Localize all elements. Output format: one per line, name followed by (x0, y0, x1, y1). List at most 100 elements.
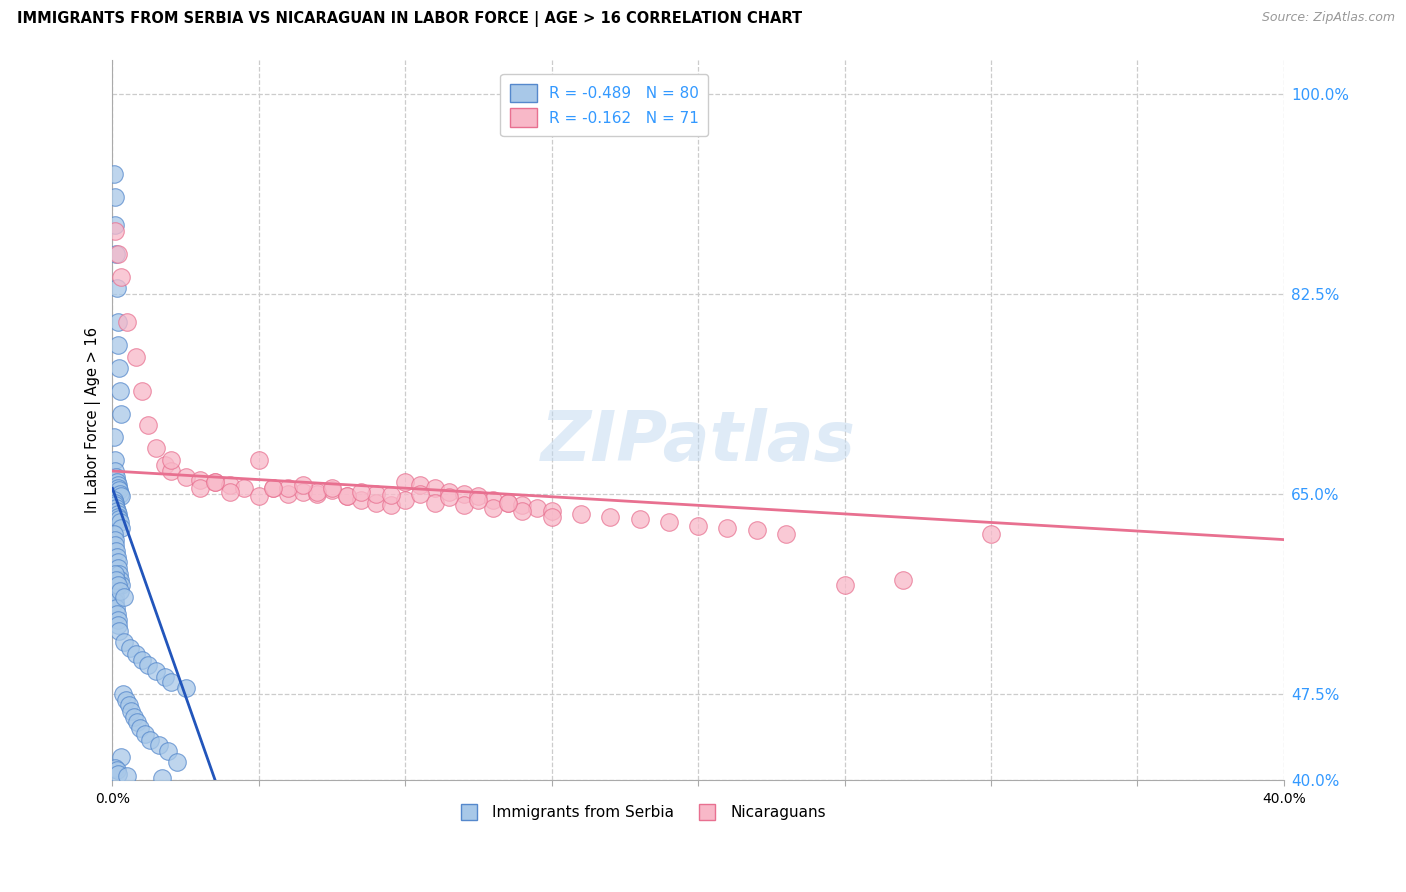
Point (307, 487, 329, 501)
Point (118, 641, 141, 656)
Point (716, 521, 738, 535)
Point (380, 488, 402, 502)
Point (104, 590, 127, 604)
Point (104, 601, 127, 615)
Point (247, 489, 270, 503)
Point (218, 477, 240, 491)
Point (307, 484, 329, 499)
Point (115, 316, 138, 330)
Point (104, 498, 127, 512)
Point (104, 469, 127, 483)
Point (350, 492, 373, 507)
Point (437, 484, 460, 499)
Point (115, 769, 138, 783)
Point (628, 512, 651, 526)
Point (110, 269, 132, 284)
Point (136, 418, 159, 433)
Point (107, 618, 129, 632)
Point (104, 573, 127, 587)
Point (174, 681, 197, 695)
Point (148, 739, 170, 753)
Point (104, 190, 127, 204)
Point (110, 578, 132, 592)
Point (188, 473, 211, 487)
Point (166, 756, 188, 770)
Point (110, 749, 132, 764)
Point (394, 492, 416, 507)
Point (124, 710, 146, 724)
Point (107, 477, 129, 491)
Point (108, 573, 131, 587)
Point (145, 441, 167, 455)
Point (107, 767, 129, 781)
Point (188, 481, 211, 495)
Point (103, 584, 125, 599)
Point (980, 527, 1002, 541)
Point (104, 500, 127, 515)
Point (104, 219, 127, 233)
Point (107, 561, 129, 575)
Point (540, 509, 562, 524)
Point (107, 338, 129, 352)
Text: ZIPatlas: ZIPatlas (541, 408, 856, 475)
Point (104, 224, 127, 238)
Point (105, 504, 128, 518)
Point (291, 484, 314, 499)
Point (482, 492, 505, 507)
Point (104, 533, 127, 547)
Point (775, 527, 797, 541)
Point (112, 590, 135, 604)
Point (107, 508, 129, 522)
Point (108, 483, 131, 498)
Point (153, 670, 176, 684)
Point (125, 647, 148, 661)
Point (108, 384, 131, 398)
Point (110, 489, 132, 503)
Point (247, 452, 270, 467)
Point (111, 687, 134, 701)
Point (103, 527, 125, 541)
Point (107, 613, 129, 627)
Point (204, 475, 226, 490)
Point (409, 477, 432, 491)
Point (409, 487, 432, 501)
Point (105, 764, 128, 778)
Point (145, 664, 167, 678)
Point (150, 772, 173, 786)
Point (834, 578, 856, 592)
Point (108, 584, 131, 599)
Point (110, 521, 132, 535)
Point (321, 481, 343, 495)
Point (105, 475, 128, 490)
Point (103, 167, 125, 181)
Point (467, 492, 489, 507)
Point (350, 484, 373, 499)
Point (103, 492, 125, 507)
Point (218, 484, 240, 499)
Point (599, 509, 621, 524)
Point (104, 452, 127, 467)
Point (160, 464, 183, 478)
Point (437, 491, 460, 505)
Point (108, 566, 131, 581)
Point (423, 481, 446, 495)
Point (125, 350, 148, 364)
Point (496, 496, 519, 510)
Point (103, 430, 125, 444)
Legend: Immigrants from Serbia, Nicaraguans: Immigrants from Serbia, Nicaraguans (447, 798, 832, 826)
Point (174, 469, 197, 483)
Point (105, 607, 128, 621)
Point (263, 481, 285, 495)
Point (394, 475, 416, 490)
Point (104, 464, 127, 478)
Point (107, 578, 129, 592)
Point (453, 498, 475, 512)
Point (204, 475, 226, 490)
Point (540, 504, 562, 518)
Point (453, 487, 475, 501)
Point (131, 652, 153, 666)
Point (104, 496, 127, 510)
Point (688, 519, 710, 533)
Point (160, 675, 183, 690)
Point (129, 721, 152, 735)
